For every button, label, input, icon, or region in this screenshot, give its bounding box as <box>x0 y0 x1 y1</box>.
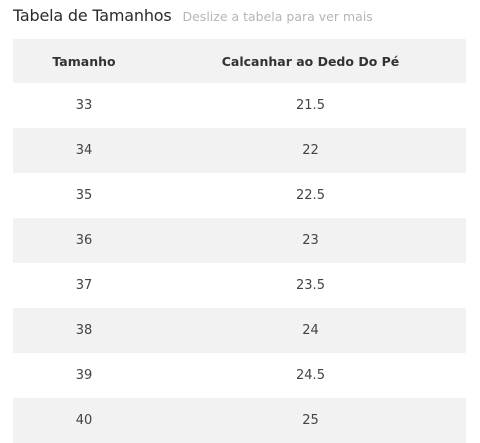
length-cell: 23 <box>302 233 319 248</box>
table-header-row: Tamanho Calcanhar ao Dedo Do Pé <box>13 39 466 83</box>
length-cell: 23.5 <box>296 278 325 293</box>
size-cell: 40 <box>75 413 93 428</box>
size-table-scroll-area[interactable]: Tamanho Calcanhar ao Dedo Do Pé 33 21.5 … <box>13 39 466 443</box>
table-row: 38 24 <box>13 308 466 353</box>
size-cell: 35 <box>75 188 93 203</box>
table-row: 35 22.5 <box>13 173 466 218</box>
size-cell: 36 <box>75 233 93 248</box>
size-cell: 38 <box>75 323 93 338</box>
size-table: Tamanho Calcanhar ao Dedo Do Pé 33 21.5 … <box>13 39 466 443</box>
table-row: 37 23.5 <box>13 263 466 308</box>
length-cell: 25 <box>302 413 319 428</box>
size-cell: 34 <box>75 143 93 158</box>
length-cell: 22.5 <box>296 188 325 203</box>
table-row: 36 23 <box>13 218 466 263</box>
scroll-hint: Deslize a tabela para ver mais <box>182 9 373 24</box>
length-cell: 24 <box>302 323 319 338</box>
table-row: 40 25 <box>13 398 466 443</box>
size-cell: 39 <box>75 368 93 383</box>
table-row: 33 21.5 <box>13 83 466 128</box>
column-header-size: Tamanho <box>52 53 116 69</box>
column-header-heel-to-toe: Calcanhar ao Dedo Do Pé <box>221 53 400 69</box>
page-title: Tabela de Tamanhos <box>13 6 172 25</box>
size-table-header: Tabela de Tamanhos Deslize a tabela para… <box>13 6 373 28</box>
table-row: 39 24.5 <box>13 353 466 398</box>
length-cell: 21.5 <box>296 98 325 113</box>
table-row: 34 22 <box>13 128 466 173</box>
size-cell: 33 <box>75 98 93 113</box>
size-cell: 37 <box>75 278 93 293</box>
length-cell: 22 <box>302 143 319 158</box>
length-cell: 24.5 <box>296 368 325 383</box>
